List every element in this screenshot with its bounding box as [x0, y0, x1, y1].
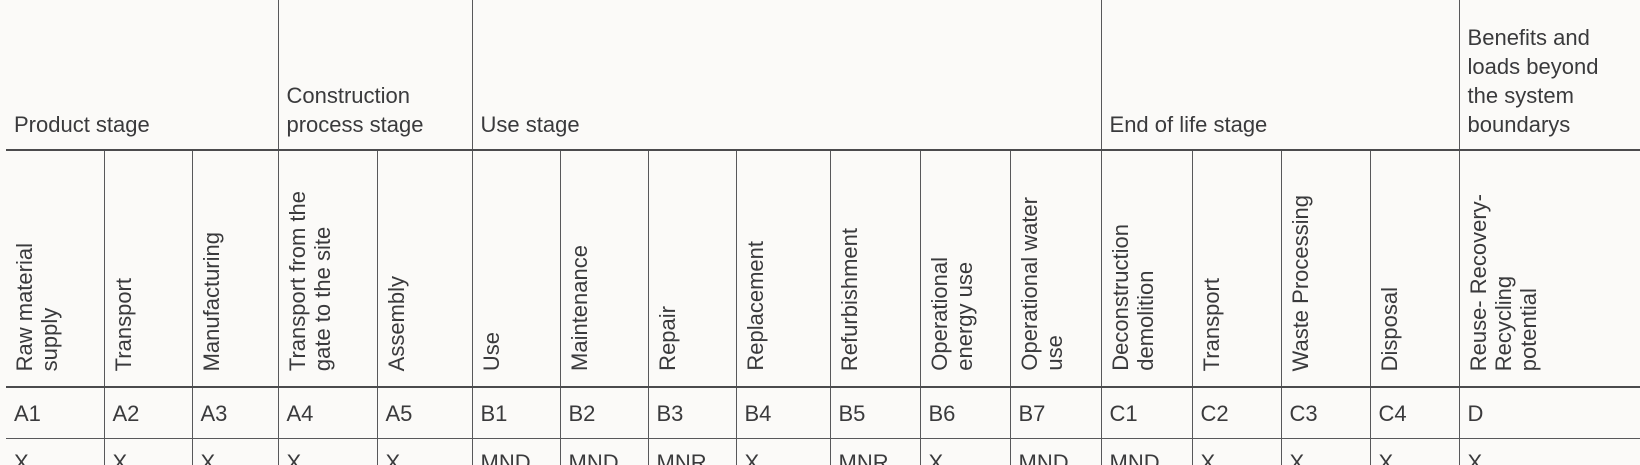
code-b2: B2: [559, 387, 648, 439]
module-codes-row: A1 A2 A3 A4 A5 B1 B2 B3 B4 B5 B6 B7 C1 C…: [6, 387, 1640, 439]
code-c2: C2: [1191, 387, 1282, 439]
value-c1: MND: [1100, 438, 1193, 465]
rotated-label: Raw material supply: [12, 242, 62, 371]
label-refurbishment: Refurbishment: [829, 150, 920, 388]
value-d: X: [1458, 438, 1640, 465]
code-b4: B4: [735, 387, 830, 439]
code-c4: C4: [1369, 387, 1460, 439]
value-b6: X: [919, 438, 1010, 465]
label-waste-processing: Waste Processing: [1280, 150, 1371, 388]
value-b4: X: [735, 438, 830, 465]
label-operational-water-use: Operational water use: [1009, 150, 1102, 388]
lca-module-table: Product stage Construction process stage…: [6, 0, 1640, 465]
rotated-label: Waste Processing: [1287, 194, 1313, 371]
rotated-label: Replacement: [742, 241, 768, 371]
rotated-label: Transport: [1198, 277, 1224, 371]
code-b7: B7: [1009, 387, 1102, 439]
code-b6: B6: [919, 387, 1010, 439]
rotated-label: Assembly: [383, 275, 409, 371]
group-use-stage: Use stage: [471, 0, 1102, 151]
rotated-label: Deconstruction demolition: [1107, 224, 1158, 371]
label-use: Use: [471, 150, 560, 388]
module-values-row: X X X X X MND MND MNR X MNR X MND MND X …: [6, 438, 1640, 465]
label-raw-material-supply: Raw material supply: [6, 150, 104, 388]
module-labels-row: Raw material supply Transport Manufactur…: [6, 150, 1640, 388]
rotated-label: Transport: [110, 277, 136, 371]
label-assembly: Assembly: [376, 150, 472, 388]
value-b3: MNR: [647, 438, 736, 465]
label-repair: Repair: [647, 150, 736, 388]
label-transport-a2: Transport: [103, 150, 192, 388]
rotated-label: Disposal: [1376, 286, 1402, 371]
code-a3: A3: [191, 387, 278, 439]
rotated-label: Manufacturing: [198, 231, 224, 371]
value-a2: X: [103, 438, 192, 465]
rotated-label: Maintenance: [566, 245, 592, 371]
value-a1: X: [6, 438, 104, 465]
label-reuse-recovery-recycling: Reuse- Recovery- Recycling potential: [1458, 150, 1640, 388]
code-a1: A1: [6, 387, 104, 439]
rotated-label: Use: [478, 331, 504, 371]
value-c2: X: [1191, 438, 1282, 465]
rotated-label: Transport from the gate to the site: [284, 190, 335, 371]
label-deconstruction-demolition: Deconstruction demolition: [1100, 150, 1193, 388]
group-product-stage: Product stage: [6, 0, 278, 151]
value-a5: X: [376, 438, 472, 465]
code-b3: B3: [647, 387, 736, 439]
label-operational-energy-use: Operational energy use: [919, 150, 1010, 388]
code-b1: B1: [471, 387, 560, 439]
rotated-label: Reuse- Recovery- Recycling potential: [1465, 193, 1541, 371]
label-manufacturing: Manufacturing: [191, 150, 278, 388]
label-transport-gate-to-site: Transport from the gate to the site: [277, 150, 377, 388]
label-maintenance: Maintenance: [559, 150, 648, 388]
code-a4: A4: [277, 387, 377, 439]
rotated-label: Refurbishment: [836, 227, 862, 371]
code-c3: C3: [1280, 387, 1371, 439]
label-transport-c2: Transport: [1191, 150, 1282, 388]
value-b5: MNR: [829, 438, 920, 465]
value-b7: MND: [1009, 438, 1102, 465]
group-benefits-beyond-boundary: Benefits and loads beyond the system bou…: [1458, 0, 1640, 151]
value-a4: X: [277, 438, 377, 465]
value-a3: X: [191, 438, 278, 465]
label-disposal: Disposal: [1369, 150, 1460, 388]
rotated-label: Operational water use: [1016, 197, 1067, 371]
value-c3: X: [1280, 438, 1371, 465]
rotated-label: Operational energy use: [926, 257, 977, 371]
label-replacement: Replacement: [735, 150, 830, 388]
value-b1: MND: [471, 438, 560, 465]
code-c1: C1: [1100, 387, 1193, 439]
stage-groups-row: Product stage Construction process stage…: [6, 0, 1640, 151]
value-b2: MND: [559, 438, 648, 465]
code-d: D: [1458, 387, 1640, 439]
code-a5: A5: [376, 387, 472, 439]
value-c4: X: [1369, 438, 1460, 465]
group-end-of-life-stage: End of life stage: [1100, 0, 1460, 151]
code-b5: B5: [829, 387, 920, 439]
rotated-label: Repair: [654, 306, 680, 371]
group-construction-process-stage: Construction process stage: [277, 0, 472, 151]
code-a2: A2: [103, 387, 192, 439]
